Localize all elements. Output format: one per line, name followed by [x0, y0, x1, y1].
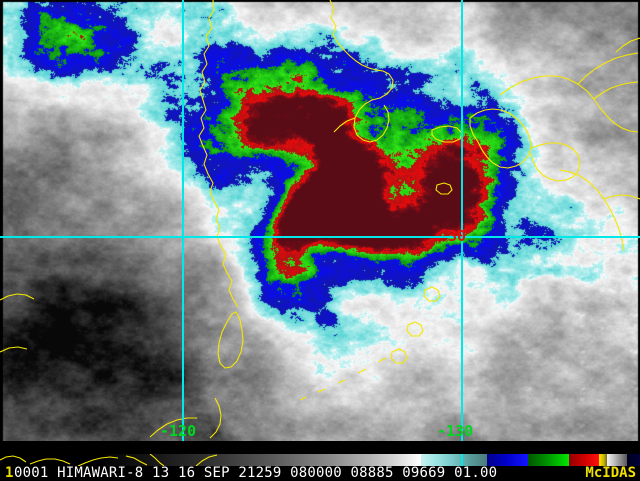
- longitude-label-120: -120: [160, 422, 197, 440]
- frame-marker: 1: [5, 465, 14, 481]
- colorbar-navy-tail: [627, 454, 640, 466]
- map-overlay-layer: [0, 0, 640, 439]
- grid-line-horizontal-30: [0, 236, 640, 238]
- colorbar-yellow-band: [599, 454, 607, 466]
- colorbar-black-left: [0, 454, 105, 466]
- colorbar-red-band: [569, 454, 599, 466]
- grid-line-vertical-120: [182, 0, 184, 441]
- footer-black-gap: [0, 441, 640, 454]
- enhancement-colorbar: [0, 454, 640, 466]
- infrared-cloud-imagery: [0, 0, 640, 441]
- mcidas-brand-label: McIDAS: [585, 465, 636, 481]
- image-caption-bar: 1 0001 HIMAWARI-8 13 16 SEP 21259 080000…: [0, 466, 640, 480]
- longitude-label-130: -130: [437, 422, 474, 440]
- grid-line-vertical-130: [461, 0, 463, 441]
- coastline-vectors: [0, 0, 640, 439]
- colorbar-white-band: [607, 454, 627, 466]
- caption-text: 0001 HIMAWARI-8 13 16 SEP 21259 080000 0…: [14, 465, 498, 481]
- colorbar-coast-lines: [0, 454, 218, 466]
- latitude-label-30: 30: [448, 227, 467, 245]
- colorbar-blue-band: [487, 454, 528, 466]
- colorbar-coastline-overlay: [0, 454, 218, 466]
- footer-strip: 1 0001 HIMAWARI-8 13 16 SEP 21259 080000…: [0, 441, 640, 480]
- colorbar-tick-marker: [461, 454, 463, 466]
- satellite-image-canvas: 30 -120 -130: [0, 0, 640, 441]
- colorbar-teal-band: [421, 454, 487, 466]
- colorbar-gray-ramp: [105, 454, 421, 466]
- colorbar-green-band: [528, 454, 569, 466]
